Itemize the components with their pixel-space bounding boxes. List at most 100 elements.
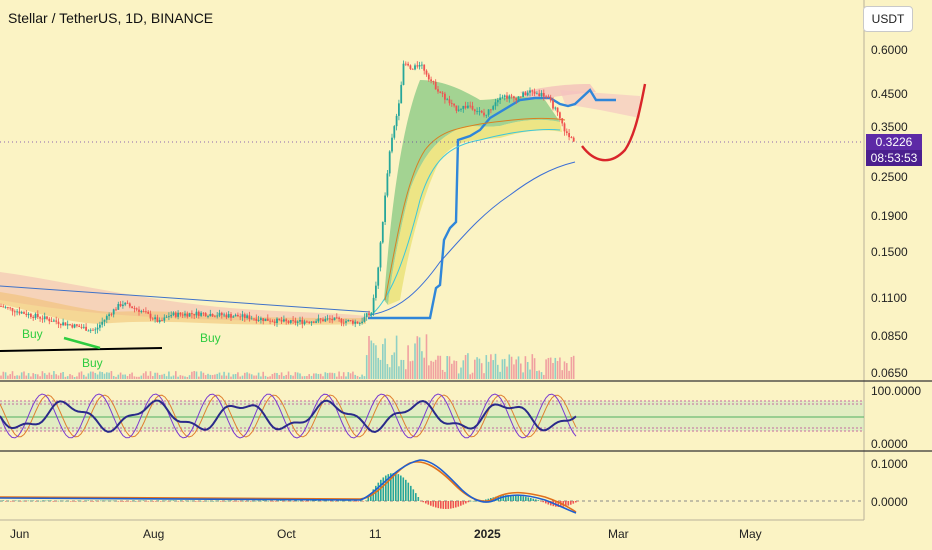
volume-bar: [391, 354, 393, 379]
macd-bar: [360, 500, 362, 502]
buy-label-3: Buy: [200, 331, 221, 345]
candle-body: [322, 319, 324, 322]
candle-body: [536, 93, 538, 95]
candle-body: [62, 322, 64, 326]
macd-bar: [277, 500, 280, 502]
macd-signal-line: [0, 461, 577, 513]
volume-bar: [480, 363, 483, 379]
macd-bar: [255, 500, 257, 502]
macd-bar: [520, 495, 522, 501]
volume-bar: [462, 360, 465, 379]
macd-bar: [272, 501, 275, 502]
macd-bar: [435, 501, 437, 508]
stoch-tick: 100.0000: [871, 384, 921, 398]
volume-bar: [533, 358, 536, 379]
candle-body: [43, 316, 46, 320]
macd-bar: [502, 495, 505, 501]
volume-bar: [359, 376, 361, 379]
macd-bar: [577, 501, 580, 502]
macd-bar: [22, 500, 25, 502]
candle-body: [69, 324, 71, 325]
y-tick: 0.0850: [871, 329, 908, 343]
candle-body: [563, 123, 566, 132]
volume-bar: [140, 375, 143, 379]
volume-bar: [379, 359, 382, 379]
macd-bar: [440, 501, 442, 509]
volume-bar: [202, 372, 205, 379]
volume-bar: [76, 376, 78, 379]
currency-button[interactable]: USDT: [863, 6, 913, 32]
macd-bar: [280, 500, 282, 501]
volume-bar: [133, 376, 136, 379]
volume-bar: [506, 366, 508, 379]
macd-bar: [295, 500, 297, 501]
macd-line: [0, 459, 577, 514]
volume-bar: [181, 375, 184, 379]
macd-bar: [197, 501, 200, 502]
volume-bar: [382, 344, 384, 379]
macd-bar: [120, 501, 122, 502]
macd-bar: [380, 479, 382, 501]
macd-bar: [2, 500, 5, 501]
volume-bar: [301, 376, 304, 379]
macd-bar: [340, 500, 342, 502]
volume-bar: [85, 376, 87, 379]
volume-bar: [407, 345, 409, 379]
macd-bar: [575, 501, 577, 503]
volume-bar: [101, 372, 103, 379]
candle-body: [522, 92, 524, 97]
volume-bar: [352, 371, 354, 379]
candle-body: [211, 313, 214, 317]
macd-bar: [260, 500, 262, 502]
volume-bar: [276, 373, 278, 379]
macd-bar: [35, 501, 37, 502]
macd-bar: [487, 498, 490, 501]
volume-bar: [561, 370, 563, 379]
candle-body: [112, 309, 115, 315]
candle-body: [411, 68, 414, 70]
candle-body: [117, 304, 120, 310]
candle-body: [296, 321, 299, 323]
volume-bar: [398, 366, 400, 379]
macd-bar: [275, 501, 277, 502]
candle-body: [333, 317, 336, 321]
candle-body: [384, 195, 386, 222]
candle-body: [53, 320, 55, 322]
candle-body: [342, 322, 345, 324]
candle-body: [354, 321, 357, 324]
countdown-badge: 08:53:53: [866, 150, 922, 166]
volume-bar: [347, 372, 350, 379]
macd-bar: [350, 500, 352, 502]
candle-body: [432, 80, 435, 82]
candle-body: [448, 99, 451, 104]
volume-bar: [218, 372, 221, 379]
volume-bar: [414, 343, 416, 379]
volume-bar: [14, 375, 16, 379]
y-tick: 0.3500: [871, 120, 908, 134]
volume-bar: [290, 375, 292, 379]
volume-bar: [559, 357, 561, 379]
volume-bar: [27, 373, 30, 379]
volume-bar: [563, 361, 566, 379]
candle-body: [416, 65, 419, 67]
macd-bar: [97, 501, 100, 502]
volume-bar: [522, 372, 524, 379]
macd-bar: [187, 500, 190, 502]
macd-bar: [300, 500, 302, 502]
volume-bar: [455, 361, 458, 379]
candle-body: [457, 109, 460, 111]
candle-body: [345, 321, 347, 323]
candle-body: [554, 107, 557, 109]
candle-body: [391, 137, 393, 152]
volume-bar: [152, 376, 154, 379]
macd-bar: [127, 501, 130, 502]
volume-bar: [131, 372, 133, 379]
candle-body: [404, 63, 407, 65]
candle-body: [478, 110, 481, 112]
macd-bar: [215, 500, 217, 502]
macd-histogram: [0, 473, 580, 509]
candle-body: [227, 314, 230, 318]
volume-bar: [411, 360, 414, 379]
macd-bar: [102, 500, 105, 501]
volume-bar: [221, 375, 223, 379]
